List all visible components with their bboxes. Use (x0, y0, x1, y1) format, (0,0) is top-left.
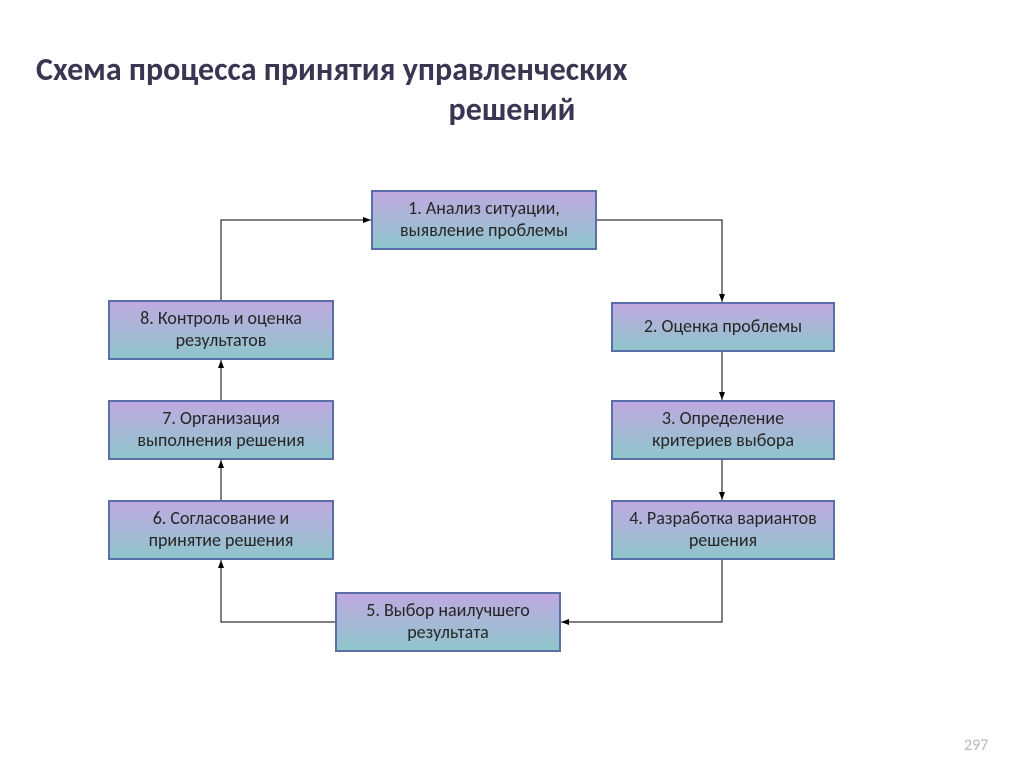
flow-node-label: 5. Выбор наилучшего результата (347, 600, 549, 643)
flow-node-label: 7. Организация выполнения решения (120, 408, 322, 451)
flow-node-n3: 3. Определение критериев выбора (611, 400, 835, 460)
title-line2: решений (449, 90, 576, 129)
flow-node-n2: 2. Оценка проблемы (611, 302, 835, 352)
edge-n5-n6 (221, 560, 335, 622)
flow-node-n7: 7. Организация выполнения решения (108, 400, 334, 460)
flow-node-label: 8. Контроль и оценка результатов (120, 308, 322, 351)
flow-node-n1: 1. Анализ ситуации, выявление проблемы (371, 190, 597, 250)
edge-n4-n5 (561, 560, 722, 622)
flow-node-label: 1. Анализ ситуации, выявление проблемы (383, 198, 585, 241)
flow-node-label: 6. Согласование и принятие решения (120, 508, 322, 551)
flow-node-n6: 6. Согласование и принятие решения (108, 500, 334, 560)
flow-node-label: 2. Оценка проблемы (644, 316, 802, 338)
slide-title: Схема процесса принятия управленческих р… (36, 50, 988, 130)
flow-node-n5: 5. Выбор наилучшего результата (335, 592, 561, 652)
edge-n1-n2 (597, 220, 722, 302)
page-number: 297 (964, 736, 988, 755)
flow-node-n8: 8. Контроль и оценка результатов (108, 300, 334, 360)
title-line1: Схема процесса принятия управленческих (36, 50, 627, 89)
flow-node-label: 4. Разработка вариантов решения (623, 508, 823, 551)
flow-node-label: 3. Определение критериев выбора (623, 408, 823, 451)
edge-n8-n1 (221, 220, 371, 300)
flow-node-n4: 4. Разработка вариантов решения (611, 500, 835, 560)
